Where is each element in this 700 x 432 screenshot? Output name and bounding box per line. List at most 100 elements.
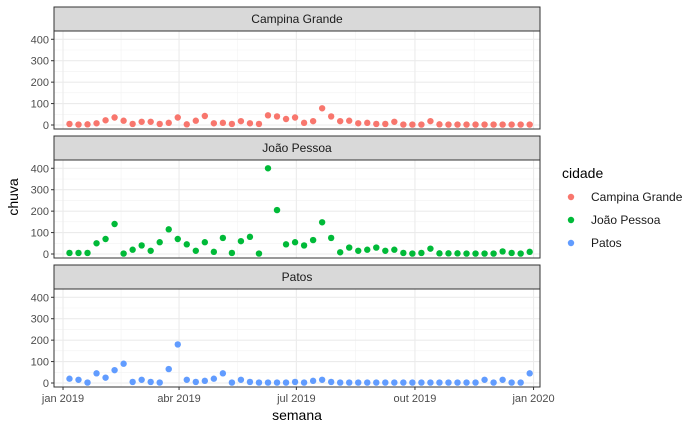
data-point <box>111 366 118 374</box>
data-point <box>111 114 118 121</box>
data-point <box>273 379 281 386</box>
data-point <box>156 379 163 386</box>
legend-key <box>567 216 575 224</box>
data-point <box>346 379 353 386</box>
panel-border <box>53 288 541 388</box>
facet-strip <box>53 135 541 161</box>
x-tick-label: out 2019 <box>394 393 437 405</box>
data-point <box>526 248 533 256</box>
data-point <box>391 246 398 253</box>
data-point <box>237 376 245 383</box>
data-point <box>346 244 353 251</box>
facet-strip <box>53 6 541 32</box>
data-point <box>120 360 127 367</box>
data-point <box>102 235 109 243</box>
data-point <box>400 121 407 128</box>
data-point <box>192 117 200 124</box>
data-point <box>490 250 497 257</box>
legend-label: João Pessoa <box>591 213 661 227</box>
data-point <box>309 236 317 244</box>
data-point <box>409 121 416 128</box>
data-point <box>418 379 425 386</box>
data-point <box>75 249 82 257</box>
x-tick-label: abr 2019 <box>157 393 200 405</box>
data-point <box>327 234 335 242</box>
data-point <box>472 250 479 257</box>
data-point <box>490 121 497 128</box>
data-point <box>120 117 127 124</box>
data-point <box>391 379 398 386</box>
data-point <box>228 379 236 386</box>
data-point <box>463 250 470 257</box>
y-tick-label: 200 <box>31 77 49 89</box>
data-point <box>84 249 91 257</box>
panel-background <box>54 31 540 129</box>
data-point <box>472 379 479 386</box>
data-point <box>373 244 380 251</box>
data-point <box>436 121 443 128</box>
data-point <box>355 247 362 254</box>
data-point <box>93 370 100 377</box>
y-tick-label: 400 <box>31 163 49 175</box>
data-point <box>517 250 524 257</box>
data-point <box>129 378 136 386</box>
x-axis-title: semana <box>272 407 322 423</box>
data-point <box>373 379 380 386</box>
data-point <box>120 250 127 257</box>
data-point <box>418 249 425 257</box>
data-point <box>409 250 416 257</box>
data-point <box>499 248 506 255</box>
data-point <box>93 120 100 127</box>
data-point <box>201 377 209 385</box>
data-point <box>84 379 91 386</box>
data-point <box>192 247 200 254</box>
data-point <box>210 375 218 382</box>
data-point <box>219 370 227 377</box>
data-point <box>508 379 515 386</box>
data-point <box>481 250 488 257</box>
data-point <box>300 379 308 386</box>
panel-border <box>53 159 541 259</box>
data-point <box>499 121 506 128</box>
y-tick-label: 300 <box>31 56 49 68</box>
data-point <box>300 242 308 249</box>
data-point <box>291 378 299 386</box>
legend-label: Patos <box>591 236 622 250</box>
data-point <box>174 114 181 121</box>
data-point <box>382 247 389 254</box>
data-point <box>282 379 290 386</box>
x-tick-label: jul 2019 <box>276 393 316 405</box>
facet-strip-label: Patos <box>282 270 313 284</box>
data-point <box>237 237 245 245</box>
y-tick-label: 200 <box>31 335 49 347</box>
facet-strip <box>53 264 541 290</box>
data-point <box>427 245 434 252</box>
data-point <box>264 165 272 172</box>
data-point <box>327 378 335 386</box>
data-point <box>156 120 163 128</box>
y-tick-label: 400 <box>31 292 49 304</box>
legend-key <box>567 239 575 247</box>
facet-strip-label: João Pessoa <box>262 141 332 155</box>
data-point <box>75 121 82 128</box>
x-tick-label: jan 2019 <box>41 393 84 405</box>
x-tick-label: jan 2020 <box>511 393 554 405</box>
data-point <box>364 246 371 253</box>
data-point <box>273 206 281 214</box>
data-point <box>165 119 172 127</box>
y-tick-label: 200 <box>31 206 49 218</box>
y-tick-label: 0 <box>43 249 49 261</box>
data-point <box>318 219 326 226</box>
data-point <box>445 250 452 257</box>
data-point <box>129 246 136 253</box>
data-point <box>255 250 263 257</box>
data-point <box>336 249 344 256</box>
data-point <box>309 117 317 125</box>
data-point <box>246 120 254 127</box>
data-point <box>427 117 434 125</box>
data-point <box>327 113 335 120</box>
data-point <box>201 112 209 120</box>
data-point <box>147 378 154 386</box>
data-point <box>355 120 362 127</box>
